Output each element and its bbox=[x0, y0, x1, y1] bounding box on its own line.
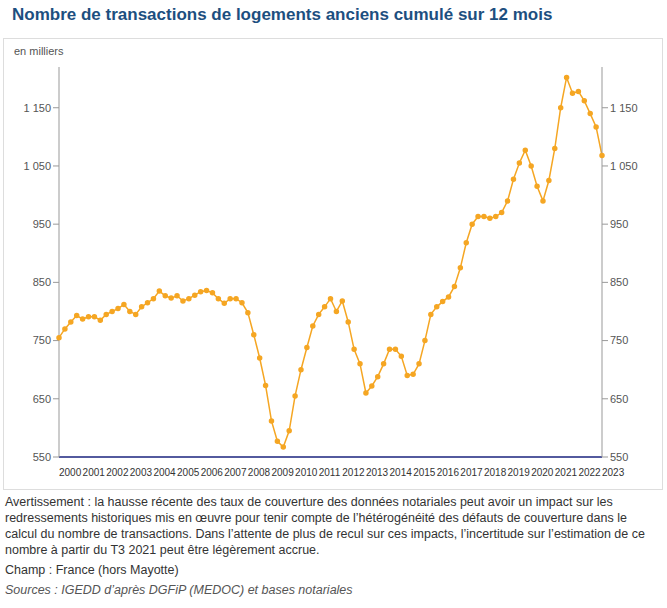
svg-text:1 050: 1 050 bbox=[610, 160, 638, 172]
svg-text:2001: 2001 bbox=[83, 467, 106, 478]
svg-text:2002: 2002 bbox=[106, 467, 129, 478]
svg-text:2021: 2021 bbox=[555, 467, 578, 478]
svg-text:850: 850 bbox=[610, 276, 628, 288]
svg-text:650: 650 bbox=[33, 393, 51, 405]
svg-text:2014: 2014 bbox=[390, 467, 413, 478]
svg-text:2016: 2016 bbox=[437, 467, 460, 478]
svg-text:2020: 2020 bbox=[531, 467, 554, 478]
svg-text:850: 850 bbox=[33, 276, 51, 288]
html-text:Nombre de transactions de loge: Nombre de transactions de logements anci… bbox=[12, 5, 553, 24]
svg-text:2003: 2003 bbox=[130, 467, 153, 478]
svg-text:2017: 2017 bbox=[460, 467, 483, 478]
svg-text:2007: 2007 bbox=[224, 467, 247, 478]
svg-text:2018: 2018 bbox=[484, 467, 507, 478]
svg-text:2008: 2008 bbox=[248, 467, 271, 478]
svg-text:2023: 2023 bbox=[602, 467, 625, 478]
svg-text:1 050: 1 050 bbox=[23, 160, 51, 172]
svg-text:750: 750 bbox=[610, 334, 628, 346]
html-text:Sources : IGEDD d’après DGFiP: Sources : IGEDD d’après DGFiP (MEDOC) et… bbox=[5, 583, 353, 597]
svg-text:2000: 2000 bbox=[59, 467, 82, 478]
svg-text:1 150: 1 150 bbox=[23, 102, 51, 114]
svg-text:550: 550 bbox=[33, 451, 51, 463]
svg-text:2010: 2010 bbox=[295, 467, 318, 478]
svg-text:2013: 2013 bbox=[366, 467, 389, 478]
svg-text:550: 550 bbox=[610, 451, 628, 463]
svg-text:950: 950 bbox=[610, 218, 628, 230]
svg-text:2004: 2004 bbox=[153, 467, 176, 478]
svg-text:2022: 2022 bbox=[578, 467, 601, 478]
html-text:Champ : France (hors Mayotte): Champ : France (hors Mayotte) bbox=[5, 563, 179, 577]
svg-text:2006: 2006 bbox=[201, 467, 224, 478]
html-text:en milliers: en milliers bbox=[14, 45, 64, 57]
html-text:Avertissement : la hausse réce: Avertissement : la hausse récente des ta… bbox=[5, 495, 645, 557]
svg-text:2005: 2005 bbox=[177, 467, 200, 478]
svg-text:950: 950 bbox=[33, 218, 51, 230]
svg-text:650: 650 bbox=[610, 393, 628, 405]
svg-text:2019: 2019 bbox=[508, 467, 531, 478]
svg-text:2011: 2011 bbox=[319, 467, 341, 478]
svg-text:2009: 2009 bbox=[271, 467, 294, 478]
svg-text:2012: 2012 bbox=[342, 467, 365, 478]
svg-text:750: 750 bbox=[33, 334, 51, 346]
svg-text:2015: 2015 bbox=[413, 467, 436, 478]
svg-text:1 150: 1 150 bbox=[610, 102, 638, 114]
